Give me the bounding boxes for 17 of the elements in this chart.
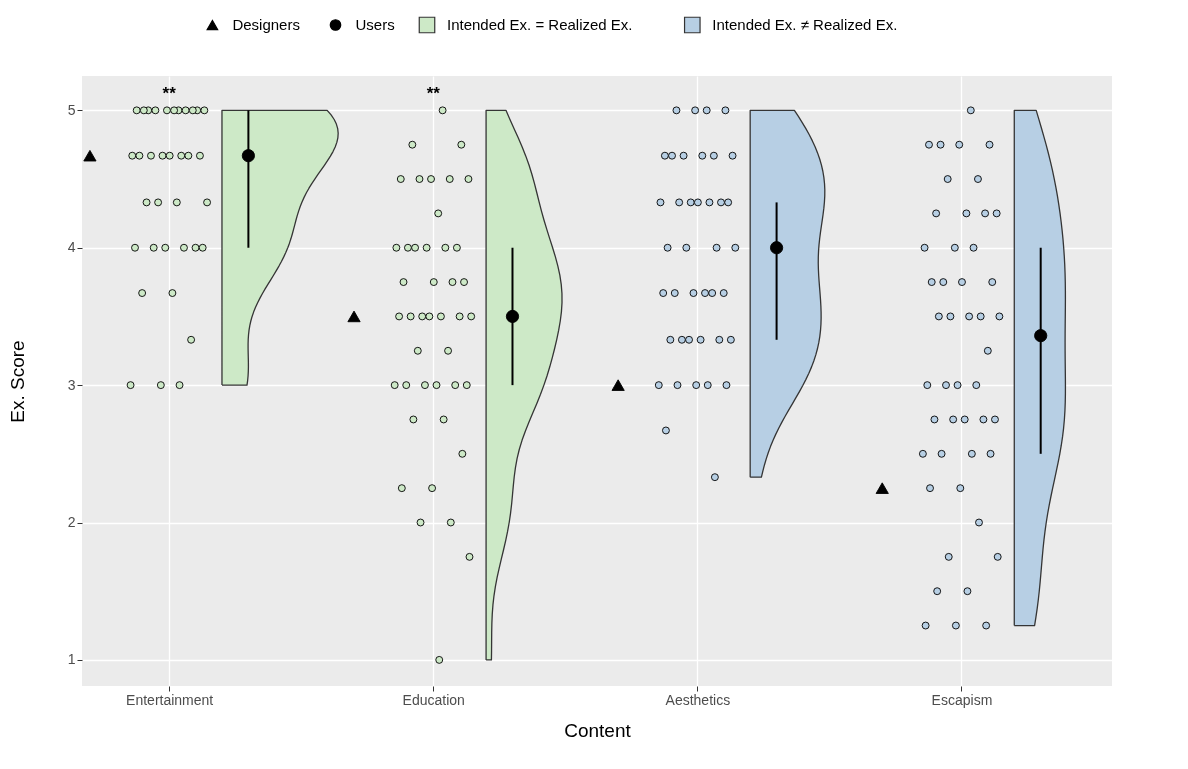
x-tick-label: Entertainment (126, 691, 214, 708)
legend-label: Users (355, 16, 395, 33)
y-tick-label: 5 (67, 101, 76, 118)
legend-label: Intended Ex. ≠ Realized Ex. (712, 16, 898, 33)
x-tick-label: Escapism (931, 691, 993, 708)
x-tick-label: Education (402, 691, 465, 708)
y-tick-label: 3 (67, 376, 76, 393)
annotation: ** (426, 83, 441, 103)
x-tick-label: Aesthetics (665, 691, 731, 708)
y-tick-label: 4 (67, 239, 76, 256)
y-tick-label: 1 (67, 651, 76, 668)
y-axis-title: Ex. Score (6, 340, 28, 423)
annotation: ** (162, 83, 177, 103)
legend-label: Designers (232, 16, 300, 33)
legend-label: Intended Ex. = Realized Ex. (447, 16, 633, 33)
x-axis-title: Content (564, 719, 632, 741)
y-tick-label: 2 (67, 514, 76, 531)
